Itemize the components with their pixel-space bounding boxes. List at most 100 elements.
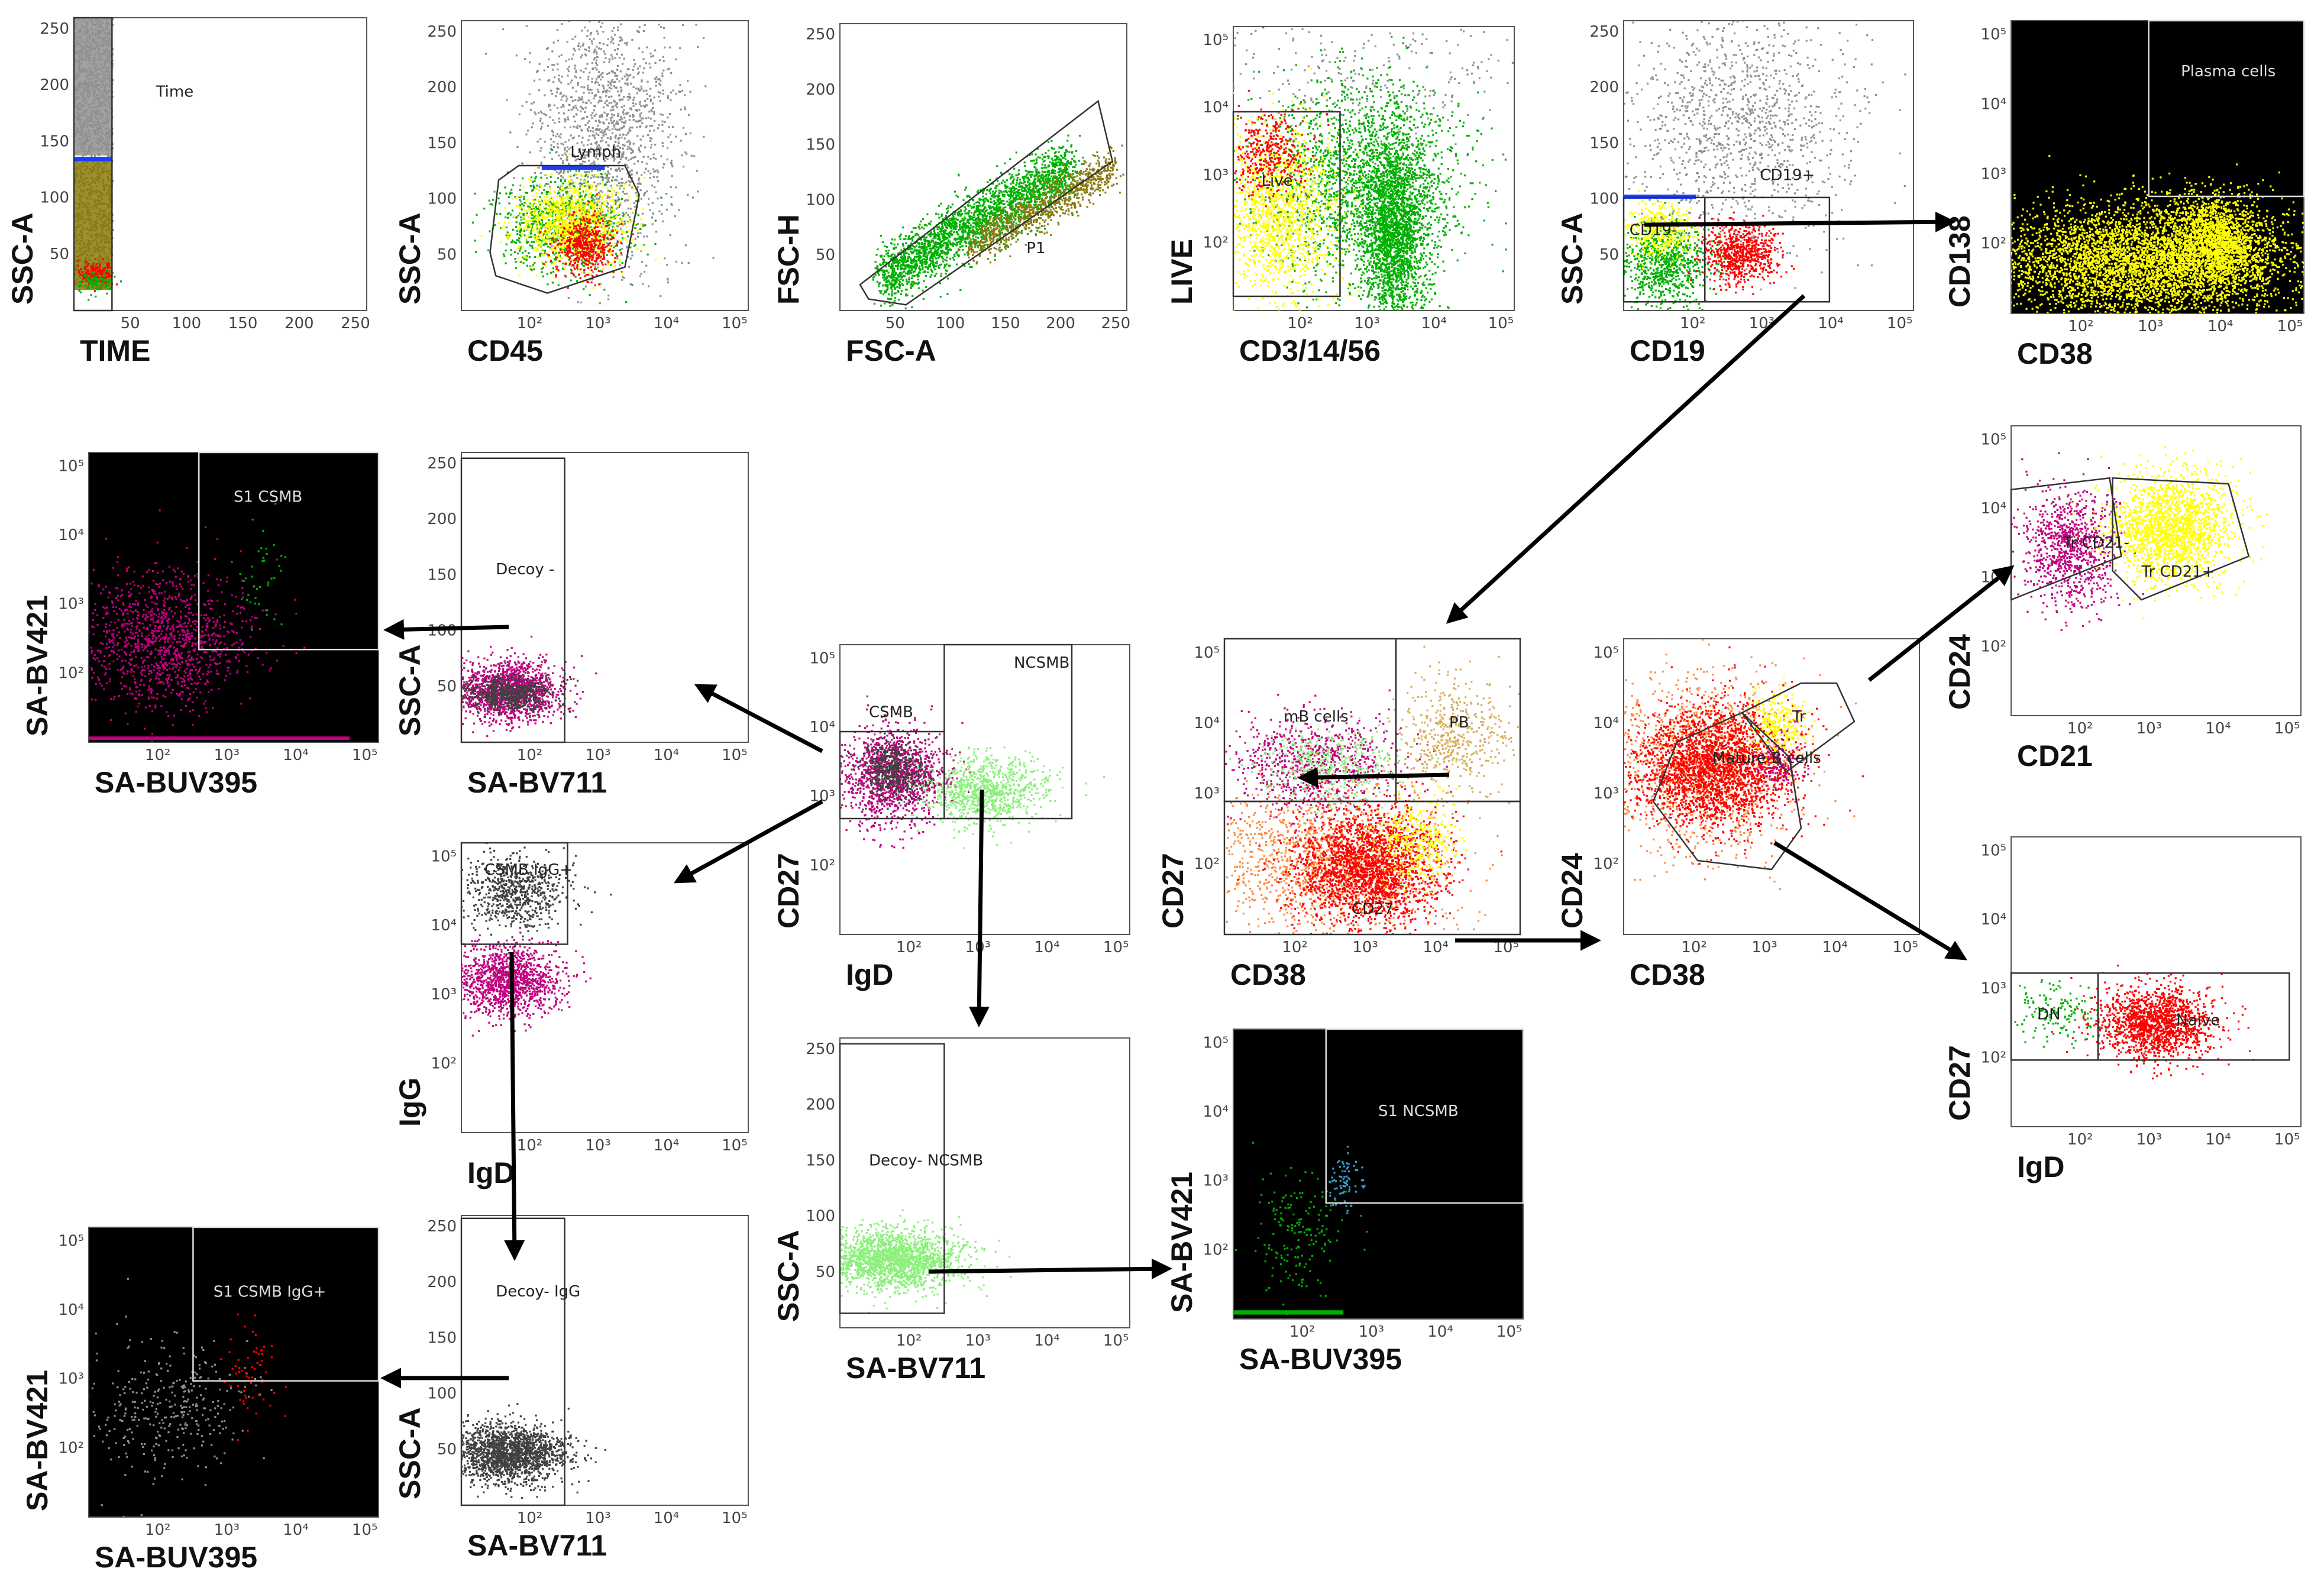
band bbox=[1233, 1310, 1344, 1315]
x-tick: 10⁴ bbox=[654, 1137, 680, 1155]
gate[interactable] bbox=[2112, 477, 2250, 601]
x-tick: 10⁵ bbox=[2274, 720, 2300, 738]
gate-label: Plasma cells bbox=[2181, 63, 2275, 80]
gate[interactable] bbox=[1325, 1028, 1524, 1204]
gate[interactable] bbox=[1652, 712, 1802, 871]
gate[interactable] bbox=[1223, 800, 1521, 936]
x-tick: 10³ bbox=[585, 315, 611, 332]
gate[interactable] bbox=[198, 451, 380, 651]
plot-frame bbox=[1623, 638, 1920, 935]
y-axis-label: SSC-A bbox=[393, 1407, 426, 1499]
event-dots bbox=[461, 635, 597, 738]
gate[interactable] bbox=[460, 842, 568, 945]
x-tick: 10³ bbox=[1354, 315, 1380, 332]
gate[interactable] bbox=[859, 99, 1114, 306]
x-tick: 10⁵ bbox=[722, 1509, 748, 1527]
x-tick: 250 bbox=[341, 315, 370, 332]
y-tick: 200 bbox=[806, 81, 835, 99]
plot-frame bbox=[2011, 836, 2302, 1127]
gate-label: Time bbox=[156, 83, 194, 101]
axis-ticks: 50 100 150 200 250 50 100 150 200 250 bbox=[40, 20, 370, 332]
x-tick: 10³ bbox=[585, 746, 611, 764]
y-axis-label: SSC-A bbox=[6, 212, 39, 305]
event-dots bbox=[461, 843, 612, 1037]
x-axis-label: SA-BUV395 bbox=[95, 766, 257, 799]
x-tick: 10² bbox=[145, 746, 171, 764]
x-axis-label: CD38 bbox=[2017, 337, 2093, 370]
y-axis-label: CD27 bbox=[772, 853, 805, 929]
band bbox=[541, 166, 605, 170]
gate[interactable] bbox=[73, 17, 113, 312]
y-tick: 100 bbox=[427, 1385, 457, 1403]
panel-p16: S1 NCSMB 10² 10³ 10⁴ 10⁵ 10² 10³ 10⁴ 10⁵ SA-BUV39… bbox=[1165, 1028, 1524, 1376]
y-tick: 10³ bbox=[58, 596, 84, 613]
x-tick: 10⁵ bbox=[1488, 315, 1514, 332]
y-tick: 10⁴ bbox=[1980, 95, 2006, 113]
population-time-green bbox=[74, 266, 122, 301]
y-tick: 10⁴ bbox=[809, 719, 835, 736]
y-axis-label: IgG bbox=[393, 1078, 426, 1127]
event-dots bbox=[1224, 645, 1520, 934]
x-axis-label: CD3/14/56 bbox=[1239, 334, 1381, 367]
x-tick: 10⁴ bbox=[283, 1521, 309, 1539]
gate[interactable] bbox=[1232, 111, 1341, 297]
x-tick: 10⁵ bbox=[352, 746, 378, 764]
x-tick: 10⁵ bbox=[1103, 1332, 1129, 1350]
event-dots bbox=[1624, 639, 1864, 890]
x-tick: 10² bbox=[2068, 318, 2094, 335]
y-tick: 50 bbox=[437, 678, 457, 696]
gate-label: S1 CSMB bbox=[234, 488, 302, 506]
y-tick: 50 bbox=[437, 246, 457, 264]
y-tick: 10⁴ bbox=[1203, 99, 1229, 117]
gate[interactable] bbox=[460, 457, 565, 743]
x-tick: 10³ bbox=[585, 1509, 611, 1527]
x-tick: 10⁵ bbox=[1887, 315, 1913, 332]
gate[interactable] bbox=[2097, 972, 2290, 1061]
x-axis-label: IgD bbox=[846, 958, 894, 991]
gate[interactable] bbox=[943, 643, 1073, 820]
population-yellow bbox=[2139, 163, 2297, 313]
x-tick: 10⁵ bbox=[722, 315, 748, 332]
gate[interactable] bbox=[489, 164, 641, 294]
y-tick: 100 bbox=[40, 189, 69, 207]
y-axis-label: CD24 bbox=[1943, 634, 1976, 710]
x-axis-label: SA-BV711 bbox=[467, 766, 607, 799]
y-tick: 10⁵ bbox=[1203, 1034, 1229, 1052]
population-mat-red bbox=[1624, 646, 1864, 865]
gating-arrow bbox=[928, 1258, 1172, 1279]
x-tick: 10³ bbox=[1359, 1323, 1385, 1341]
population-s1igg-grey bbox=[89, 1278, 273, 1517]
gate[interactable] bbox=[1704, 196, 1831, 303]
gate[interactable] bbox=[1741, 682, 1856, 773]
gate[interactable] bbox=[192, 1226, 380, 1382]
x-tick: 10⁵ bbox=[1103, 939, 1129, 956]
x-tick: 200 bbox=[285, 315, 314, 332]
population-dead-grey bbox=[1233, 28, 1514, 193]
population-live-yellow bbox=[1340, 66, 1449, 311]
y-tick: 200 bbox=[427, 1273, 457, 1291]
y-tick: 150 bbox=[40, 132, 69, 150]
panel-p15: Decoy- NCSMB 10² 10³ 10⁴ 10⁵ 50 100 150 200 250 SA… bbox=[772, 1037, 1130, 1385]
x-tick: 10² bbox=[1680, 315, 1706, 332]
gate[interactable] bbox=[2148, 20, 2305, 198]
gate-label: P1 bbox=[1026, 240, 1045, 257]
x-axis-label: SA-BV711 bbox=[846, 1351, 985, 1385]
gate[interactable] bbox=[839, 1043, 945, 1314]
y-axis-label: SA-BV421 bbox=[21, 595, 54, 736]
y-tick: 10² bbox=[1980, 235, 2006, 253]
y-tick: 10² bbox=[1980, 1049, 2006, 1066]
y-axis-label: SSC-A bbox=[1556, 212, 1589, 305]
population-igg-dark bbox=[461, 843, 612, 956]
y-tick: 10⁵ bbox=[1194, 644, 1220, 662]
y-axis-label: SA-BV421 bbox=[21, 1370, 54, 1511]
population-mb-green bbox=[1229, 717, 1440, 824]
population-time-olive bbox=[74, 158, 114, 289]
x-tick: 50 bbox=[885, 315, 905, 332]
y-tick: 10⁴ bbox=[58, 1301, 84, 1319]
gate[interactable] bbox=[2010, 477, 2122, 601]
event-dots bbox=[461, 1403, 606, 1499]
y-tick: 10⁴ bbox=[58, 526, 84, 544]
